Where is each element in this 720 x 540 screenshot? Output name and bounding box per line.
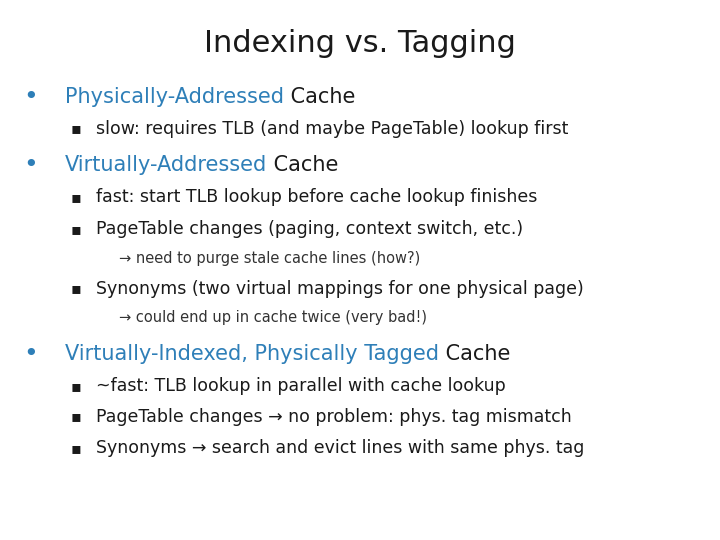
Text: Cache: Cache: [267, 154, 338, 175]
Text: Cache: Cache: [438, 343, 510, 364]
Text: PageTable changes → no problem: phys. tag mismatch: PageTable changes → no problem: phys. ta…: [96, 408, 572, 426]
Text: •: •: [23, 85, 37, 109]
Text: Virtually-Addressed: Virtually-Addressed: [65, 154, 267, 175]
Text: ▪: ▪: [71, 222, 81, 237]
Text: ▪: ▪: [71, 121, 81, 136]
Text: •: •: [23, 342, 37, 366]
Text: Synonyms (two virtual mappings for one physical page): Synonyms (two virtual mappings for one p…: [96, 280, 583, 298]
Text: Physically-Addressed: Physically-Addressed: [65, 87, 284, 107]
Text: Synonyms → search and evict lines with same phys. tag: Synonyms → search and evict lines with s…: [96, 439, 584, 457]
Text: → need to purge stale cache lines (how?): → need to purge stale cache lines (how?): [119, 251, 420, 266]
Text: Indexing vs. Tagging: Indexing vs. Tagging: [204, 29, 516, 58]
Text: ▪: ▪: [71, 409, 81, 424]
Text: ▪: ▪: [71, 190, 81, 205]
Text: Cache: Cache: [284, 87, 355, 107]
Text: Virtually-Indexed, Physically Tagged: Virtually-Indexed, Physically Tagged: [65, 343, 438, 364]
Text: fast: start TLB lookup before cache lookup finishes: fast: start TLB lookup before cache look…: [96, 188, 537, 206]
Text: ~fast: TLB lookup in parallel with cache lookup: ~fast: TLB lookup in parallel with cache…: [96, 377, 505, 395]
Text: ▪: ▪: [71, 441, 81, 456]
Text: •: •: [23, 153, 37, 177]
Text: → could end up in cache twice (very bad!): → could end up in cache twice (very bad!…: [119, 310, 427, 325]
Text: ▪: ▪: [71, 281, 81, 296]
Text: slow: requires TLB (and maybe PageTable) lookup first: slow: requires TLB (and maybe PageTable)…: [96, 119, 568, 138]
Text: PageTable changes (paging, context switch, etc.): PageTable changes (paging, context switc…: [96, 220, 523, 239]
Text: ▪: ▪: [71, 379, 81, 394]
